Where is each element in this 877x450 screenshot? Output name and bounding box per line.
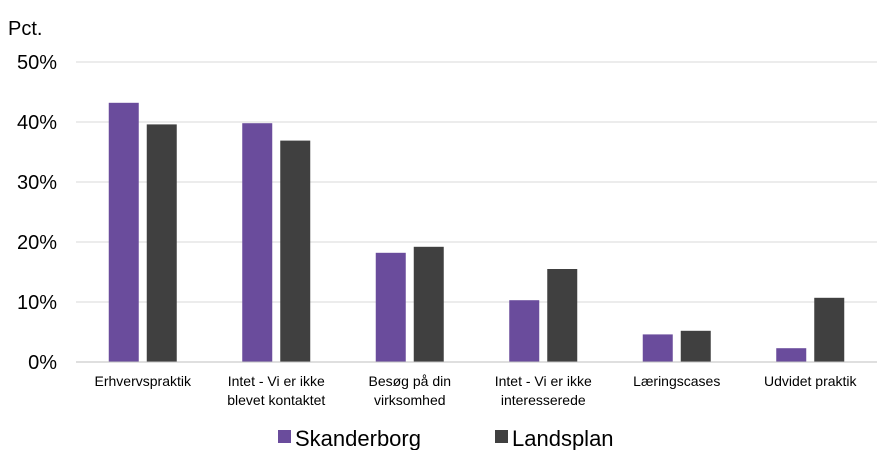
bar-skanderborg <box>642 334 673 362</box>
x-category-label: Udvidet praktik <box>764 373 858 389</box>
bars <box>108 102 845 363</box>
bar-skanderborg <box>375 252 406 362</box>
x-category-label: Læringscases <box>633 373 720 389</box>
x-category-label: blevet kontaktet <box>227 392 325 408</box>
y-tick-label: 30% <box>17 172 57 194</box>
y-tick-label: 50% <box>17 52 57 74</box>
x-category-label: interesserede <box>501 392 586 408</box>
bar-landsplan <box>680 330 711 362</box>
bar-landsplan <box>413 246 444 362</box>
x-category-label: virksomhed <box>374 392 446 408</box>
bar-landsplan <box>547 269 578 362</box>
x-category-label: Erhvervspraktik <box>95 373 192 389</box>
bar-landsplan <box>280 140 311 362</box>
y-tick-label: 10% <box>17 292 57 314</box>
legend-label-landsplan: Landsplan <box>512 426 614 450</box>
x-category-label: Besøg på din <box>369 373 452 389</box>
bar-skanderborg <box>509 300 540 362</box>
bar-landsplan <box>814 297 845 362</box>
y-axis-unit-label: Pct. <box>8 18 42 40</box>
y-axis-ticks: 0% 10% 20% 30% 40% 50% <box>17 52 57 374</box>
bar-skanderborg <box>108 102 139 363</box>
legend-swatch-skanderborg <box>278 430 291 443</box>
legend-swatch-landsplan <box>495 430 508 443</box>
x-axis-categories: Erhvervspraktik Intet - Vi er ikke blevet … <box>95 373 858 408</box>
y-tick-label: 0% <box>28 352 57 374</box>
legend: Skanderborg Landsplan <box>278 426 614 450</box>
legend-label-skanderborg: Skanderborg <box>295 426 421 450</box>
x-category-label: Intet - Vi er ikke <box>495 373 592 389</box>
y-tick-label: 20% <box>17 232 57 254</box>
bar-skanderborg <box>242 123 273 362</box>
bar-skanderborg <box>776 348 807 362</box>
bar-landsplan <box>146 124 177 363</box>
gridlines <box>76 61 877 303</box>
x-category-label: Intet - Vi er ikke <box>228 373 325 389</box>
y-tick-label: 40% <box>17 112 57 134</box>
